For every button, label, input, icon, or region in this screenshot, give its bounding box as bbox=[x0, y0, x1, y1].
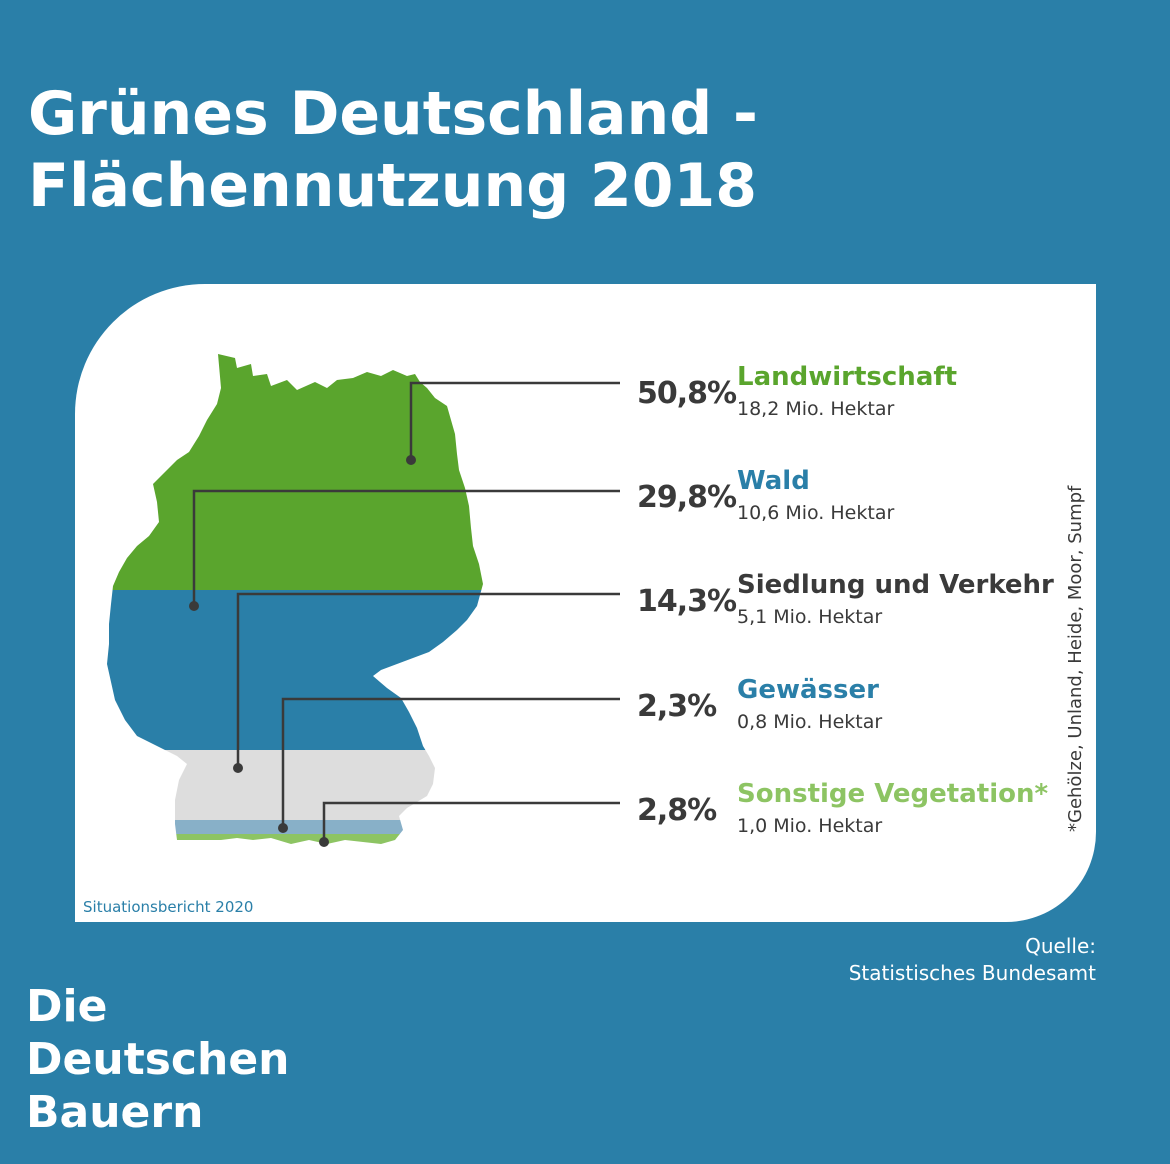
area-wald: 10,6 Mio. Hektar bbox=[737, 502, 895, 524]
map-band-wald bbox=[107, 590, 483, 750]
label-gewaesser: Gewässer bbox=[737, 675, 879, 705]
leader-line-vegetation bbox=[322, 801, 620, 842]
marker-gewaesser bbox=[278, 823, 288, 833]
infographic-card: 50,8% Landwirtschaft 18,2 Mio. Hektar 29… bbox=[75, 284, 1096, 922]
logo-line-3: Bauern bbox=[26, 1087, 204, 1138]
marker-landwirtschaft bbox=[406, 455, 416, 465]
percent-landwirtschaft: 50,8% bbox=[637, 376, 737, 411]
leader-line-wald bbox=[192, 489, 620, 606]
source-line-1: Quelle: bbox=[1025, 934, 1096, 958]
label-landwirtschaft: Landwirtschaft bbox=[737, 362, 958, 392]
percent-gewaesser: 2,3% bbox=[637, 689, 717, 724]
leader-line-siedlung bbox=[236, 592, 620, 768]
title-line-2: Flächennutzung 2018 bbox=[28, 151, 758, 221]
germany-map bbox=[107, 354, 620, 847]
leader-line-gewaesser bbox=[281, 697, 620, 828]
map-band-gewaesser bbox=[107, 820, 483, 834]
percent-wald: 29,8% bbox=[637, 480, 737, 515]
report-credit: Situationsbericht 2020 bbox=[83, 898, 254, 916]
logo-line-2: Deutschen bbox=[26, 1034, 290, 1085]
leader-line-landwirtschaft bbox=[409, 381, 620, 460]
area-gewaesser: 0,8 Mio. Hektar bbox=[737, 711, 883, 733]
title-line-1: Grünes Deutschland - bbox=[28, 79, 758, 149]
percent-vegetation: 2,8% bbox=[637, 793, 717, 828]
marker-vegetation bbox=[319, 837, 329, 847]
map-band-siedlung bbox=[107, 750, 483, 820]
area-landwirtschaft: 18,2 Mio. Hektar bbox=[737, 398, 895, 420]
logo-line-1: Die bbox=[26, 981, 108, 1032]
label-vegetation: Sonstige Vegetation* bbox=[737, 779, 1049, 809]
source-credit: Quelle: Statistisches Bundesamt bbox=[849, 933, 1096, 987]
area-siedlung: 5,1 Mio. Hektar bbox=[737, 606, 883, 628]
marker-wald bbox=[189, 601, 199, 611]
area-vegetation: 1,0 Mio. Hektar bbox=[737, 815, 883, 837]
footnote: *Gehölze, Unland, Heide, Moor, Sumpf bbox=[1065, 485, 1086, 832]
brand-logo: Die Deutschen Bauern bbox=[26, 980, 289, 1139]
source-line-2: Statistisches Bundesamt bbox=[848, 961, 1096, 985]
map-band-landwirtschaft bbox=[107, 354, 483, 590]
map-band-vegetation bbox=[107, 834, 483, 844]
page-title: Grünes Deutschland - Flächennutzung 2018 bbox=[28, 78, 758, 222]
label-wald: Wald bbox=[737, 466, 810, 496]
label-siedlung: Siedlung und Verkehr bbox=[737, 570, 1054, 600]
marker-siedlung bbox=[233, 763, 243, 773]
percent-siedlung: 14,3% bbox=[637, 584, 737, 619]
